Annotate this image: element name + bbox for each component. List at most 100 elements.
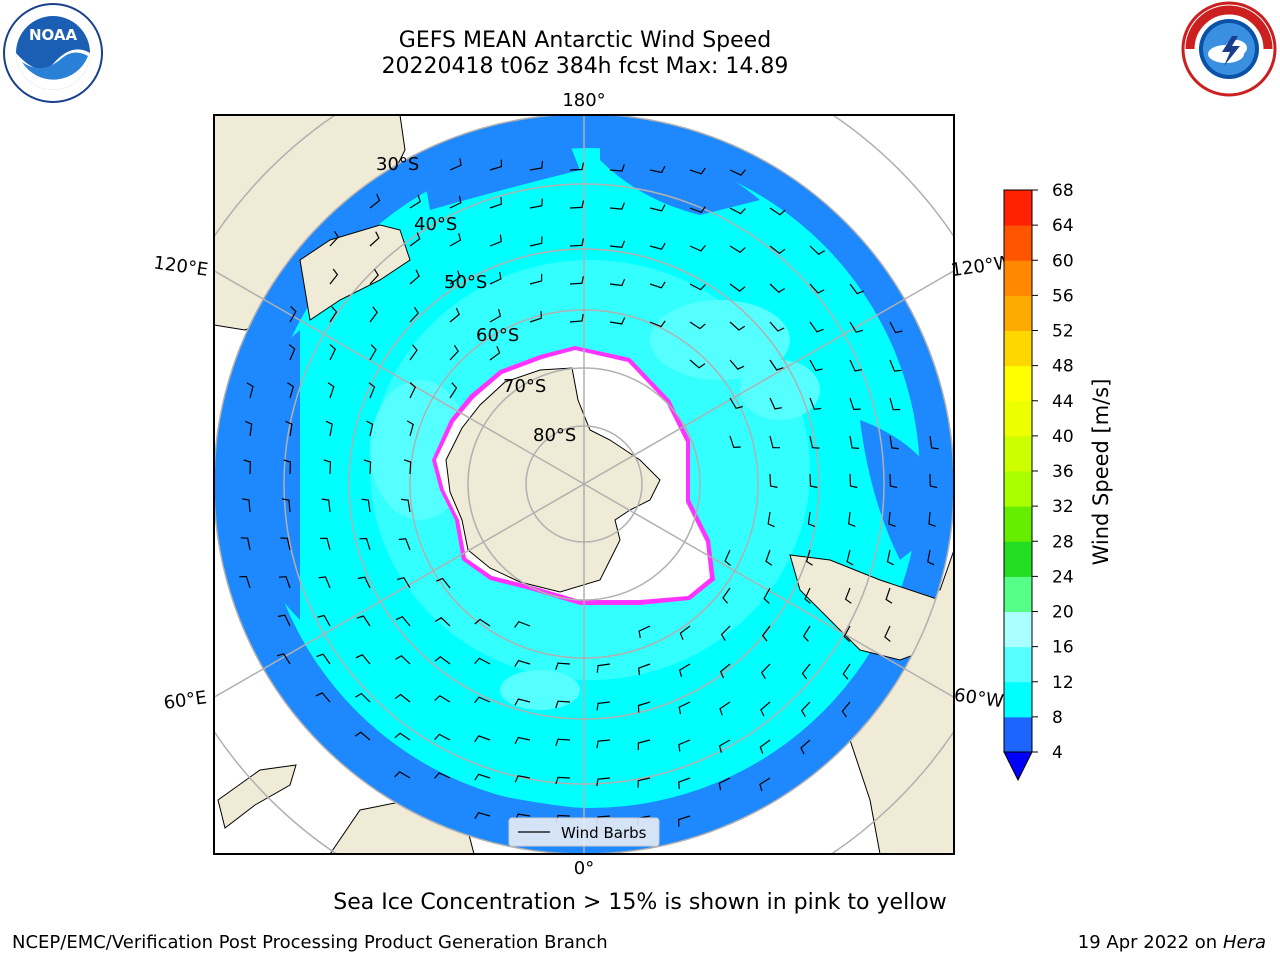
wind-barb [769,359,784,371]
wind-barb [722,587,731,604]
wind-barb [401,498,411,513]
wind-barb [285,420,293,437]
wind-barb [529,236,543,247]
wind-barb [596,663,611,673]
wind-barb [363,459,372,475]
lon-label-120e: 120°E [152,252,209,280]
footer-credit: NCEP/EMC/Verification Post Processing Pr… [12,932,608,953]
wind-barb [848,511,856,527]
antarctica [432,346,715,605]
colorbar-tick-label: 28 [1052,532,1074,552]
wind-barb [366,420,374,437]
wind-barb [769,473,778,488]
wind-barb [679,625,691,640]
colorbar-tick-label: 16 [1052,638,1074,658]
wind-barb [729,359,745,370]
map-subtitle: 20220418 t06z 384h fcst Max: 14.89 [381,54,789,79]
wind-barb [474,811,491,820]
wind-barb [317,614,331,627]
wind-barb [409,306,419,323]
colorbar-tick-label: 56 [1052,286,1074,306]
lat-label-60s: 60°S [476,325,519,346]
lon-label-0: 0° [574,858,594,879]
wind-barb [729,207,746,215]
wind-barb [529,273,543,285]
wind-barb [569,313,584,323]
nws-logo [1181,1,1277,97]
wind-barb [449,382,458,399]
wind-barb [809,435,820,449]
wind-barb [801,663,811,680]
wind-barb [884,625,891,642]
wind-barb [929,473,938,489]
colorbar-tick-label: 52 [1052,322,1074,342]
wind-barb [409,344,418,361]
wind-barb [474,696,491,704]
wind-barb [569,162,585,171]
colorbar-tick-label: 8 [1052,708,1063,728]
wind-barb [809,359,823,372]
wind-barb [409,232,421,247]
wind-barb [849,321,864,333]
wind-barb [329,306,338,323]
colorbar-extend [1003,751,1033,782]
colorbar-tick-label: 68 [1052,181,1074,201]
wind-barb [555,662,571,670]
wind-barb [759,777,771,792]
wind-barb [649,281,666,289]
wind-barb [398,538,411,551]
wind-barb [729,245,746,254]
wind-barb [689,245,706,252]
colorbar-tick-label: 40 [1052,427,1074,447]
wind-barb [359,537,371,551]
wind-barb [277,614,291,627]
wind-barb [609,240,626,248]
wind-barb [280,537,291,551]
wind-barb [929,435,939,450]
wind-barb [809,397,822,410]
legend-label: Wind Barbs [561,824,647,842]
wind-barb [474,735,491,742]
wind-barb [318,576,331,589]
wind-barb [287,382,295,399]
wind-barb [849,435,860,449]
wind-barb [809,283,825,294]
wind-barb [276,653,291,665]
wind-barb [609,164,625,172]
wind-barb [609,202,625,210]
wind-barb [927,549,935,566]
wind-barb [886,549,894,566]
wind-barb [596,777,611,787]
wind-barb [804,587,811,604]
wind-barb [357,576,371,589]
wind-barb [321,498,331,513]
wind-barb [638,663,651,676]
colorbar-tick-label: 12 [1052,673,1074,693]
colorbar-segment [1004,646,1032,683]
wind-barb [729,435,741,449]
colorbar-segment [1004,365,1032,402]
wind-barb [474,773,491,781]
footer-date-text: 19 Apr 2022 on [1077,932,1223,953]
map-border [213,114,955,855]
wind-barb [720,625,731,641]
wind-barb [849,397,861,411]
wind-barb [281,498,291,513]
wind-barb [805,549,813,566]
colorbar-tick-label: 44 [1052,392,1074,412]
colorbar-segment [1004,260,1032,296]
wind-barb [395,615,411,627]
wind-barb [396,576,411,589]
wind-barbs [239,158,939,827]
wind-barb [649,242,666,250]
wind-barb [409,194,421,209]
wind-barb [449,344,459,361]
colorbar-tick-label: 24 [1052,567,1074,587]
wind-barb [888,511,896,527]
wind-barb [649,320,666,328]
colorbar-segment [1004,716,1032,753]
wind-barb [800,739,811,755]
wind-barb [718,777,731,791]
wind-barb [289,306,297,323]
